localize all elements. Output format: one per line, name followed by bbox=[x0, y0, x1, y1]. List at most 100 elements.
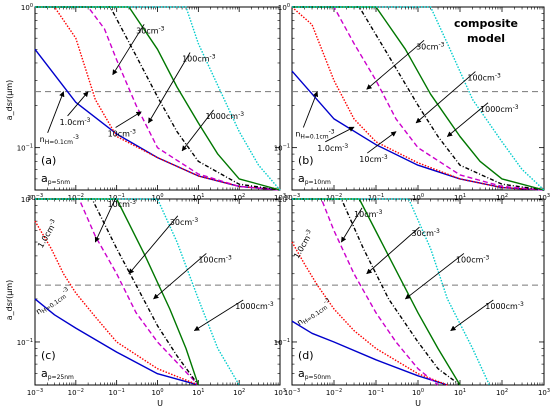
x-tick-label: 103 bbox=[274, 388, 286, 397]
series-annotation: 100cm-3 bbox=[456, 254, 490, 264]
series-annotation: nH=0.1cm-3 bbox=[40, 134, 79, 146]
x-tick-label: 101 bbox=[454, 388, 466, 397]
series-annotation: 10cm-3 bbox=[108, 199, 137, 209]
x-tick-label: 100 bbox=[412, 193, 424, 202]
x-tick-label: 10−2 bbox=[68, 388, 84, 397]
annotation-arrow bbox=[47, 91, 65, 133]
series-annotation: 100cm-3 bbox=[182, 53, 216, 63]
x-tick-label: 103 bbox=[274, 193, 286, 202]
panel-id-label: (d) bbox=[298, 349, 314, 362]
x-tick-label: 10−2 bbox=[326, 193, 342, 202]
x-axis-label-right: U bbox=[415, 399, 421, 408]
panel-id-label: (b) bbox=[298, 154, 314, 167]
x-tick-label: 10−3 bbox=[284, 388, 300, 397]
panel-a: 10−3 10−2 10−1 100 101 102 103 10−1 100 nH=0.1cm-… bbox=[17, 3, 286, 202]
series-annotation: 1.0cm-3 bbox=[60, 117, 91, 127]
x-tick-label: 10−2 bbox=[68, 193, 84, 202]
series-annotation: 30cm-3 bbox=[170, 217, 199, 227]
x-axis-label-left: U bbox=[157, 399, 163, 408]
y-tick-label: 100 bbox=[21, 3, 33, 12]
series-10-line bbox=[292, 198, 439, 386]
series-1000-line bbox=[292, 198, 491, 386]
annotation-arrow bbox=[366, 39, 425, 90]
particle-size-label: ap=5nm bbox=[41, 172, 70, 186]
particle-size-label: ap=25nm bbox=[41, 367, 74, 381]
series-0_1-line bbox=[291, 70, 545, 191]
series-annotation: 30cm-3 bbox=[416, 41, 445, 51]
series-annotation: 1000cm-3 bbox=[485, 301, 524, 311]
x-tick-label: 10−1 bbox=[109, 388, 125, 397]
series-annotation: 1000cm-3 bbox=[235, 301, 274, 311]
series-100-line bbox=[35, 198, 199, 386]
series-100-line bbox=[292, 6, 545, 191]
x-tick-label: 10−3 bbox=[27, 193, 43, 202]
series-1_0-line bbox=[35, 6, 281, 191]
series-annotation: 1000cm-3 bbox=[480, 104, 519, 114]
series-annotation: 10cm-3 bbox=[354, 209, 383, 219]
panel-d: 10−3 10−2 10−1 100 101 102 103 10−1 100 nH=0.1cm-… bbox=[274, 195, 550, 397]
series-0_1-line bbox=[34, 298, 199, 386]
series-0_1-line bbox=[291, 320, 448, 386]
plot-frame bbox=[34, 198, 281, 386]
x-tick-label: 102 bbox=[496, 388, 508, 397]
y-tick-label: 100 bbox=[21, 195, 33, 204]
series-annotation: 100cm-3 bbox=[467, 73, 501, 83]
series-100-line bbox=[35, 6, 281, 191]
annotation-arrow bbox=[115, 111, 142, 128]
particle-size-label: ap=10nm bbox=[298, 172, 331, 186]
panel-id-label: (c) bbox=[41, 349, 56, 362]
x-tick-label: 10−1 bbox=[368, 388, 384, 397]
series-10-line bbox=[292, 6, 545, 191]
y-tick-label: 10−1 bbox=[274, 144, 290, 153]
series-annotation: 1.0cm-3 bbox=[291, 228, 315, 260]
annotation-arrow bbox=[366, 226, 420, 275]
series-10-line bbox=[35, 6, 281, 191]
x-tick-label: 100 bbox=[412, 388, 424, 397]
y-tick-label: 10−1 bbox=[17, 144, 33, 153]
series-annotation: 1000cm-3 bbox=[206, 111, 245, 121]
y-axis-label-top: a_dsr(μm) bbox=[5, 80, 14, 121]
x-tick-label: 102 bbox=[233, 388, 245, 397]
series-1_0-line bbox=[34, 220, 199, 386]
annotation-arrow bbox=[128, 215, 179, 275]
annotation-arrow bbox=[446, 102, 489, 137]
annotation-arrow bbox=[67, 91, 89, 117]
annotation-arrow bbox=[153, 253, 207, 300]
composite-label-line2: model bbox=[467, 32, 505, 45]
y-axis-label-bottom: a_dsr(μm) bbox=[5, 280, 14, 321]
series-annotation: 10cm-3 bbox=[108, 129, 137, 139]
series-1000-line bbox=[35, 6, 281, 191]
y-tick-label: 10−1 bbox=[274, 338, 290, 347]
series-annotation: nH=0.1cm-3 bbox=[295, 129, 334, 141]
series-annotation: nH=0.1cm-3 bbox=[295, 296, 334, 328]
x-tick-label: 103 bbox=[538, 193, 550, 202]
annotation-arrow bbox=[341, 207, 363, 243]
x-tick-label: 10−3 bbox=[284, 193, 300, 202]
x-tick-label: 102 bbox=[233, 193, 245, 202]
series-30-line bbox=[35, 6, 281, 191]
series-1000-line bbox=[35, 198, 240, 386]
particle-size-label: ap=50nm bbox=[298, 367, 331, 381]
x-tick-label: 100 bbox=[151, 193, 163, 202]
plot-frame bbox=[291, 6, 545, 191]
x-tick-label: 101 bbox=[192, 193, 204, 202]
x-tick-label: 10−3 bbox=[27, 388, 43, 397]
composite-label-line1: composite bbox=[454, 17, 518, 30]
x-tick-label: 10−1 bbox=[109, 193, 125, 202]
y-tick-label: 100 bbox=[278, 3, 290, 12]
x-tick-label: 10−1 bbox=[368, 193, 384, 202]
x-tick-label: 103 bbox=[538, 388, 550, 397]
series-annotation: 30cm-3 bbox=[411, 228, 440, 238]
annotation-arrow bbox=[302, 91, 319, 128]
series-10-line bbox=[35, 198, 199, 386]
x-tick-label: 102 bbox=[496, 193, 508, 202]
series-1000-line bbox=[292, 6, 545, 191]
annotation-arrow bbox=[148, 52, 191, 124]
series-1_0-line bbox=[291, 241, 448, 386]
x-tick-label: 101 bbox=[454, 193, 466, 202]
series-annotation: 1.0cm-3 bbox=[35, 218, 59, 250]
series-annotation: 100cm-3 bbox=[198, 254, 232, 264]
y-tick-label: 100 bbox=[278, 195, 290, 204]
series-100-line bbox=[292, 198, 461, 386]
